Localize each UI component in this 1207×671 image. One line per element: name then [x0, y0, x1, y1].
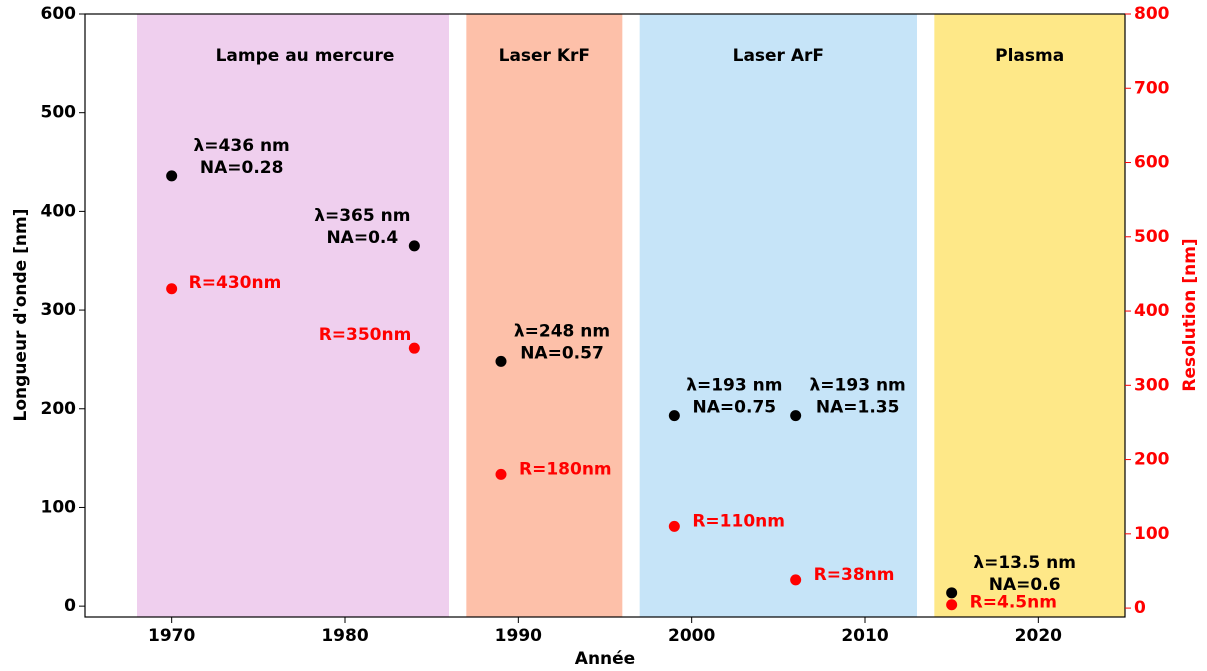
- data-label: R=110nm: [692, 511, 785, 531]
- data-label: λ=193 nm: [810, 376, 906, 396]
- band: [137, 14, 449, 617]
- band-label: Plasma: [995, 46, 1064, 66]
- point: [495, 468, 507, 480]
- point: [790, 574, 802, 586]
- y-tick-label: 500: [41, 103, 77, 123]
- annotation: NA=0.75: [693, 398, 777, 418]
- y2-tick-label: 700: [1134, 78, 1170, 98]
- point: [408, 240, 420, 252]
- point: [668, 520, 680, 532]
- y-tick-label: 0: [64, 596, 76, 616]
- band-label: Lampe au mercure: [216, 46, 395, 66]
- data-label: λ=13.5 nm: [973, 553, 1076, 573]
- x-tick-label: 1970: [148, 626, 195, 646]
- data-label: λ=248 nm: [514, 321, 610, 341]
- y2-tick-label: 600: [1134, 153, 1170, 173]
- y2-tick-label: 800: [1134, 4, 1170, 24]
- y-tick-label: 200: [41, 399, 77, 419]
- data-label: R=4.5nm: [970, 593, 1057, 613]
- band-label: Laser KrF: [499, 46, 590, 66]
- plot-frame: [84, 13, 1126, 618]
- annotation: NA=0.6: [989, 575, 1061, 595]
- y2-tick-label: 0: [1134, 598, 1146, 618]
- point: [668, 410, 680, 422]
- data-label: λ=365 nm: [314, 206, 410, 226]
- x-tick-label: 1990: [495, 626, 542, 646]
- point: [495, 355, 507, 367]
- annotation: NA=0.28: [200, 158, 284, 178]
- point: [946, 587, 958, 599]
- annotation: NA=1.35: [816, 398, 900, 418]
- point: [790, 410, 802, 422]
- y-tick-label: 600: [41, 4, 77, 24]
- y2-tick-label: 400: [1134, 301, 1170, 321]
- y2-tick-label: 300: [1134, 375, 1170, 395]
- annotation: NA=0.4: [326, 228, 398, 248]
- y-tick-label: 100: [41, 497, 77, 517]
- data-label: R=180nm: [519, 459, 612, 479]
- band-label: Laser ArF: [733, 46, 824, 66]
- point: [408, 342, 420, 354]
- y-tick-label: 300: [41, 300, 77, 320]
- y2-tick-label: 500: [1134, 227, 1170, 247]
- band: [466, 14, 623, 617]
- y-tick-label: 400: [41, 201, 77, 221]
- annotation: NA=0.57: [520, 343, 604, 363]
- x-axis-label: Année: [575, 649, 635, 669]
- band: [934, 14, 1125, 617]
- band: [639, 14, 917, 617]
- y2-tick-label: 100: [1134, 524, 1170, 544]
- y2-axis-label: Resolution [nm]: [1180, 238, 1200, 391]
- point: [166, 283, 178, 295]
- x-tick-label: 2010: [841, 626, 888, 646]
- y2-tick-label: 200: [1134, 450, 1170, 470]
- point: [166, 170, 178, 182]
- x-tick-label: 2000: [668, 626, 715, 646]
- data-label: R=430nm: [189, 273, 282, 293]
- data-label: R=38nm: [814, 565, 895, 585]
- point: [946, 599, 958, 611]
- y-axis-label: Longueur d'onde [nm]: [11, 209, 31, 422]
- x-tick-label: 1980: [321, 626, 368, 646]
- data-label: R=350nm: [319, 325, 412, 345]
- data-label: λ=436 nm: [194, 136, 290, 156]
- x-tick-label: 2020: [1015, 626, 1062, 646]
- data-label: λ=193 nm: [686, 376, 782, 396]
